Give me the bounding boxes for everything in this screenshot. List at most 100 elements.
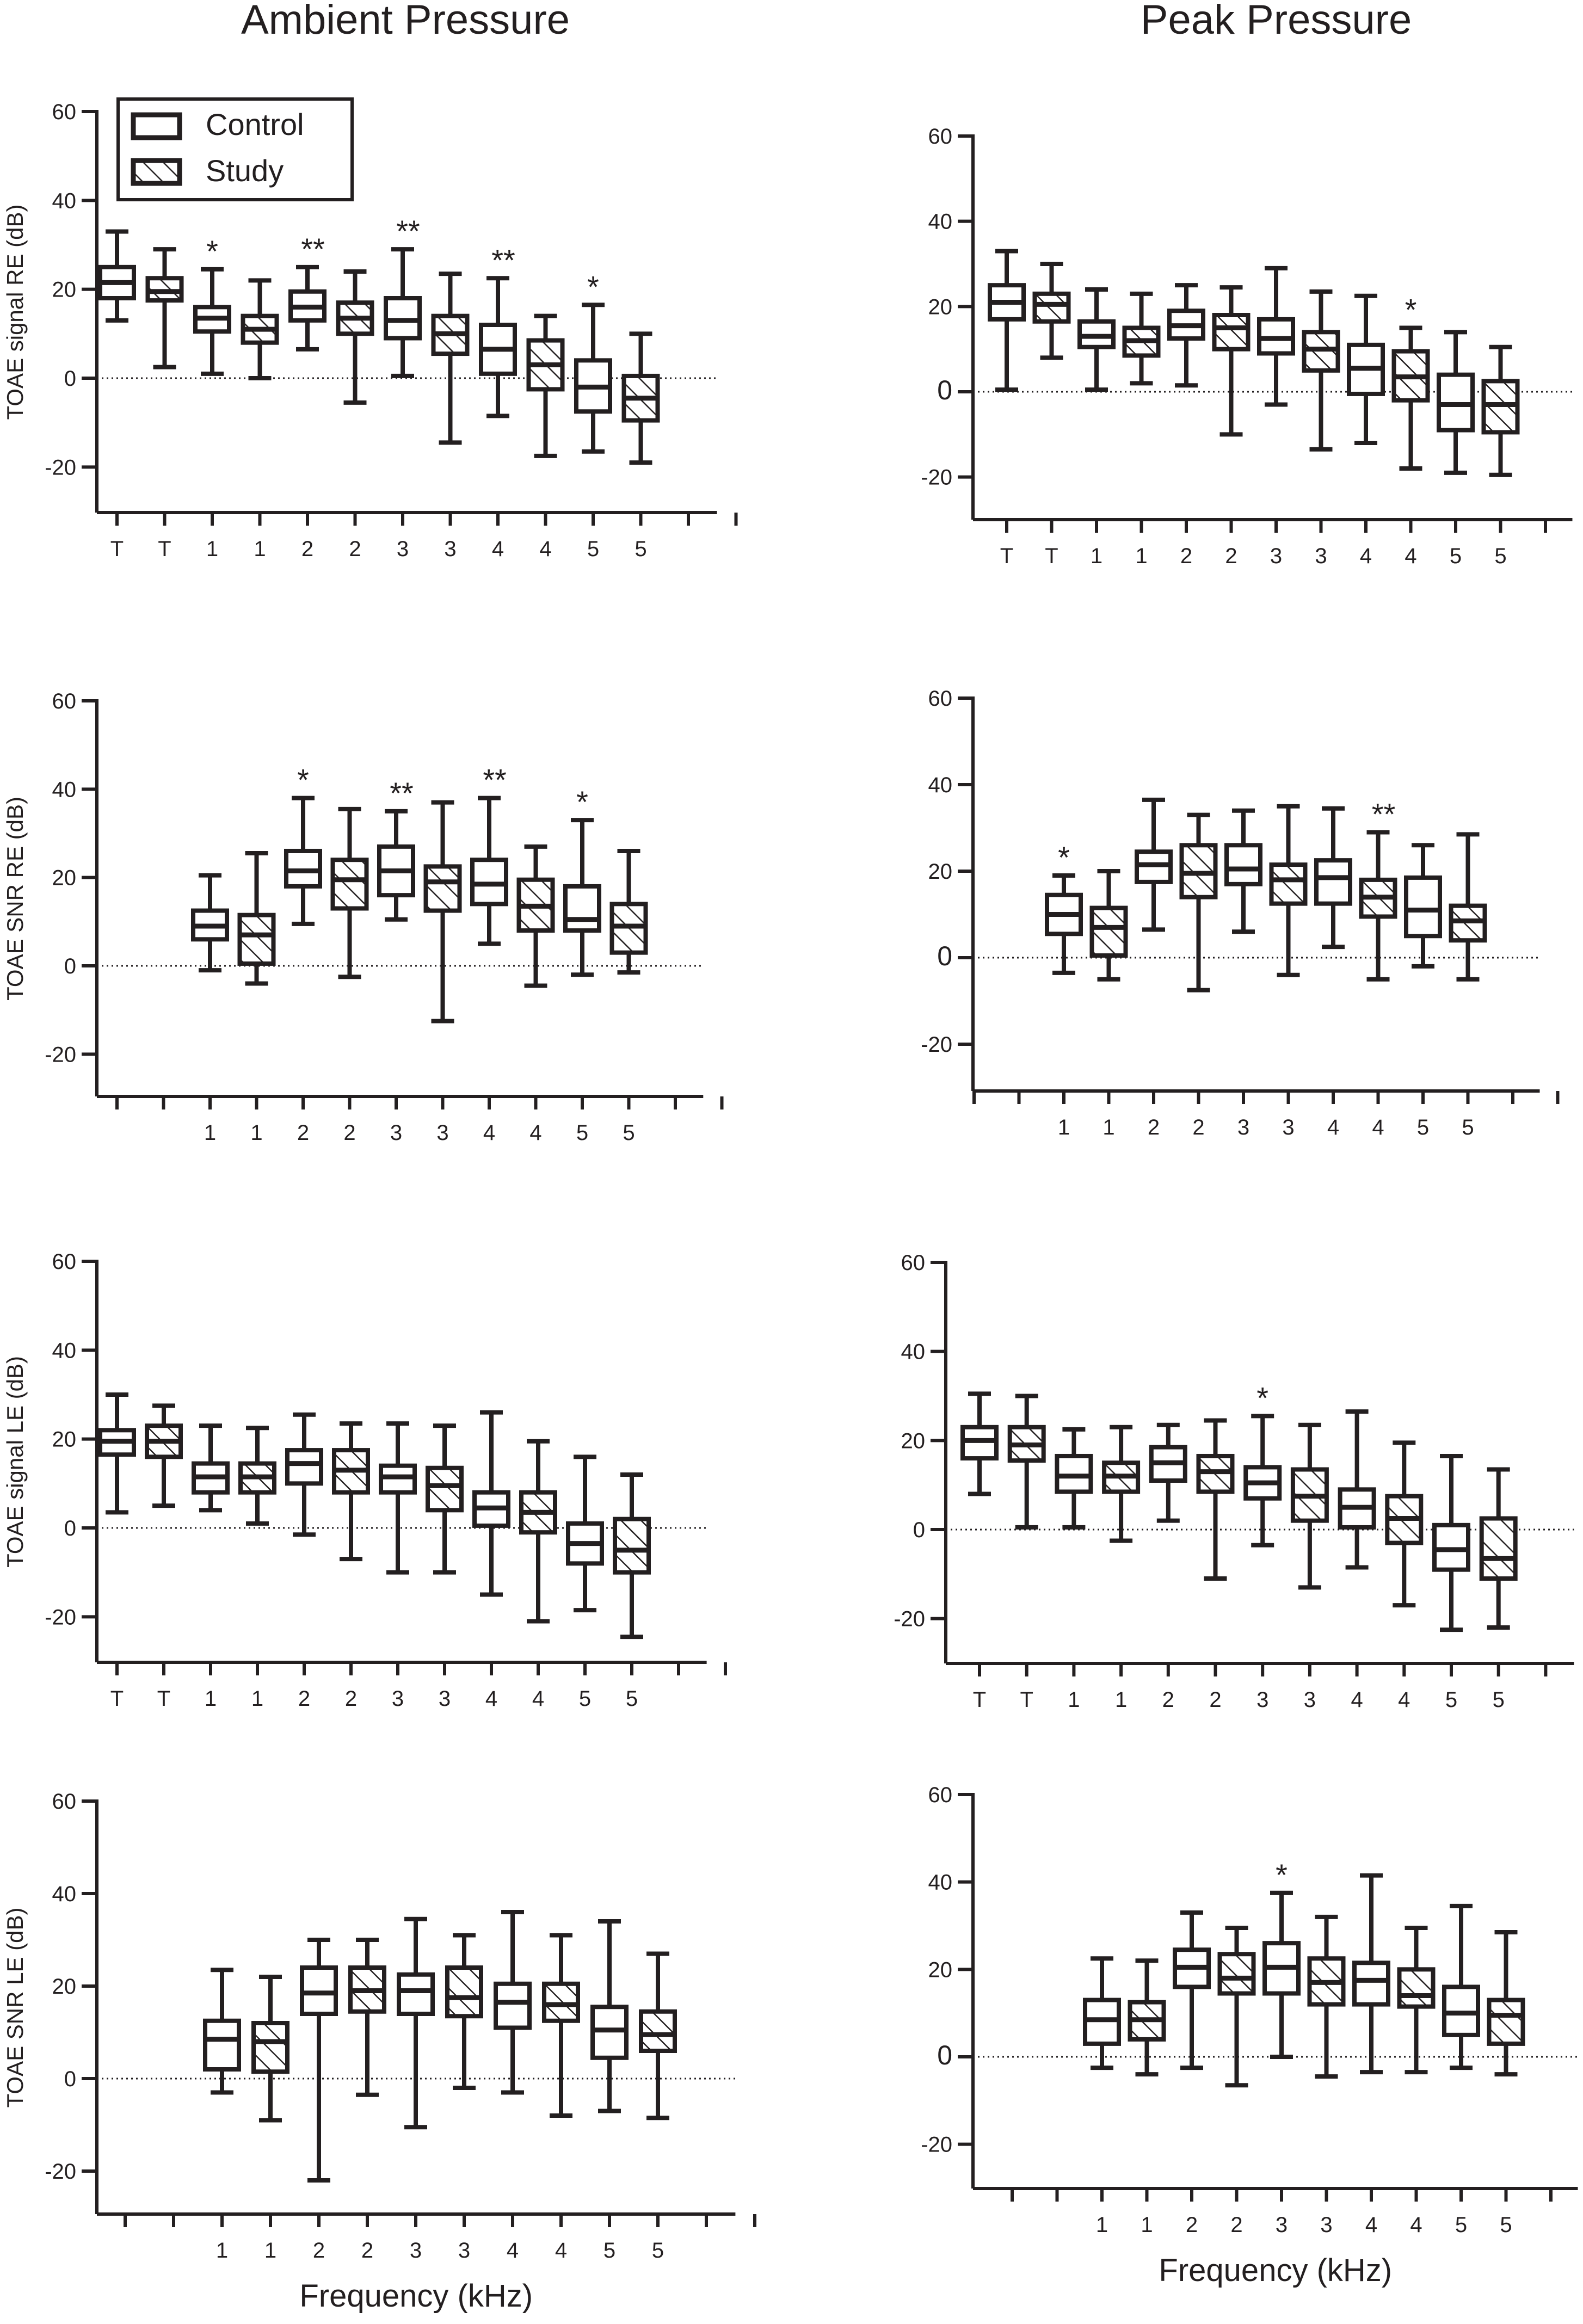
y-axis-label: TOAE signal LE (dB) xyxy=(2,1356,28,1568)
box-control-3 xyxy=(1055,1427,1093,1530)
x-tick-label: T xyxy=(157,1687,170,1711)
x-tick-label: T xyxy=(973,1688,986,1712)
y-tick-label: 0 xyxy=(64,367,76,391)
significance-mark: ** xyxy=(396,214,420,248)
box-iqr xyxy=(426,1465,464,1513)
box-control-1 xyxy=(98,229,136,323)
box-control-11 xyxy=(1437,330,1475,475)
box-study-4 xyxy=(348,1938,386,2097)
box-iqr xyxy=(1224,843,1262,886)
box-iqr xyxy=(1404,875,1442,939)
y-axis-label: TOAE SNR RE (dB) xyxy=(2,797,28,1001)
x-tick-label: 5 xyxy=(1500,2213,1512,2237)
x-tick-label: 1 xyxy=(216,2239,228,2263)
x-tick-label: 1 xyxy=(206,537,218,561)
x-tick-label: 3 xyxy=(1237,1115,1249,1139)
x-tick-label: 3 xyxy=(390,1121,402,1145)
x-axis-label: Frequency (kHz) xyxy=(1159,2253,1392,2288)
column-title-peak: Peak Pressure xyxy=(1141,0,1412,43)
box-study-10 xyxy=(1385,1440,1424,1608)
box-study-8 xyxy=(431,272,470,445)
box-control-5 xyxy=(1167,283,1205,388)
significance-mark: * xyxy=(297,763,309,797)
box-control-7 xyxy=(470,796,508,946)
y-tick-label: 20 xyxy=(928,1958,953,1982)
x-tick-label: 1 xyxy=(204,1121,216,1145)
x-tick-label: 3 xyxy=(1270,544,1282,568)
x-tick-label: 4 xyxy=(1372,1115,1384,1139)
box-study-2 xyxy=(1128,1958,1166,2077)
box-control-7 xyxy=(494,1910,532,2095)
x-tick-label: 1 xyxy=(1135,544,1147,568)
box-control-9 xyxy=(479,276,517,418)
box-study-10 xyxy=(609,848,648,975)
y-tick-label: 40 xyxy=(928,210,953,234)
box-control-1 xyxy=(1045,873,1083,975)
x-axis-label: Frequency (kHz) xyxy=(299,2278,533,2314)
box-study-2 xyxy=(1032,262,1071,360)
x-tick-label: 3 xyxy=(410,2239,422,2263)
significance-mark: * xyxy=(1058,840,1070,874)
significance-mark: * xyxy=(1405,293,1417,327)
x-tick-label: 3 xyxy=(1256,1688,1268,1712)
significance-mark: ** xyxy=(483,763,507,797)
x-tick-label: T xyxy=(110,1687,124,1711)
x-tick-label: 4 xyxy=(1327,1115,1339,1139)
y-tick-label: 0 xyxy=(913,1518,925,1542)
y-tick-label: 0 xyxy=(937,375,952,405)
box-study-12 xyxy=(1481,344,1520,477)
x-tick-label: 5 xyxy=(1494,544,1506,568)
x-tick-label: 1 xyxy=(1141,2213,1153,2237)
x-tick-label: 5 xyxy=(603,2239,615,2263)
box-control-1 xyxy=(988,249,1026,392)
significance-mark: ** xyxy=(1372,797,1396,831)
y-tick-label: 0 xyxy=(937,2040,952,2070)
y-tick-label: 0 xyxy=(937,941,952,971)
legend: Control Study xyxy=(116,97,354,201)
y-tick-label: 60 xyxy=(928,687,953,711)
y-tick-label: 60 xyxy=(52,689,77,713)
y-tick-label: 40 xyxy=(901,1340,926,1364)
x-tick-label: 5 xyxy=(587,537,599,561)
box-control-7 xyxy=(379,1421,417,1575)
x-tick-label: 2 xyxy=(361,2239,373,2263)
x-tick-label: 2 xyxy=(297,1121,309,1145)
box-control-3 xyxy=(300,1938,338,2183)
box-study-4 xyxy=(330,806,369,979)
box-iqr xyxy=(1212,313,1251,352)
box-study-8 xyxy=(542,1933,580,2118)
box-control-3 xyxy=(193,267,231,376)
box-study-8 xyxy=(1290,1422,1329,1590)
box-study-4 xyxy=(1122,291,1161,386)
y-tick-label: 20 xyxy=(52,278,77,302)
box-control-7 xyxy=(1352,1873,1390,2075)
x-tick-label: 3 xyxy=(458,2239,470,2263)
box-iqr xyxy=(1487,1998,1525,2046)
box-control-1 xyxy=(960,1391,999,1496)
x-tick-label: 1 xyxy=(1102,1115,1114,1139)
box-control-9 xyxy=(1338,1409,1376,1570)
x-tick-label: 1 xyxy=(205,1687,217,1711)
box-control-9 xyxy=(590,1919,629,2113)
box-iqr xyxy=(285,1448,323,1486)
x-tick-label: 4 xyxy=(529,1121,541,1145)
y-tick-label: 20 xyxy=(928,860,953,884)
box-study-12 xyxy=(613,1472,651,1639)
x-tick-label: 4 xyxy=(1398,1688,1410,1712)
box-iqr xyxy=(1352,1961,1390,2007)
y-tick-label: -20 xyxy=(45,2160,76,2184)
y-tick-label: 60 xyxy=(901,1251,926,1275)
y-tick-label: -20 xyxy=(894,1607,925,1631)
box-control-7 xyxy=(384,247,422,378)
x-tick-label: 5 xyxy=(1493,1688,1505,1712)
x-tick-label: 3 xyxy=(436,1121,448,1145)
box-control-11 xyxy=(574,303,612,454)
box-iqr xyxy=(445,1965,483,2019)
box-iqr xyxy=(613,1517,651,1575)
box-study-6 xyxy=(423,800,462,1024)
box-control-7 xyxy=(1314,806,1352,950)
box-control-1 xyxy=(203,1968,241,2095)
x-tick-label: 1 xyxy=(251,1687,263,1711)
panel-peak-snr-re: 60 40 20 0 -20 1 * 1 2 2 3 3 4 4 ** 5 5 xyxy=(921,687,1560,1139)
